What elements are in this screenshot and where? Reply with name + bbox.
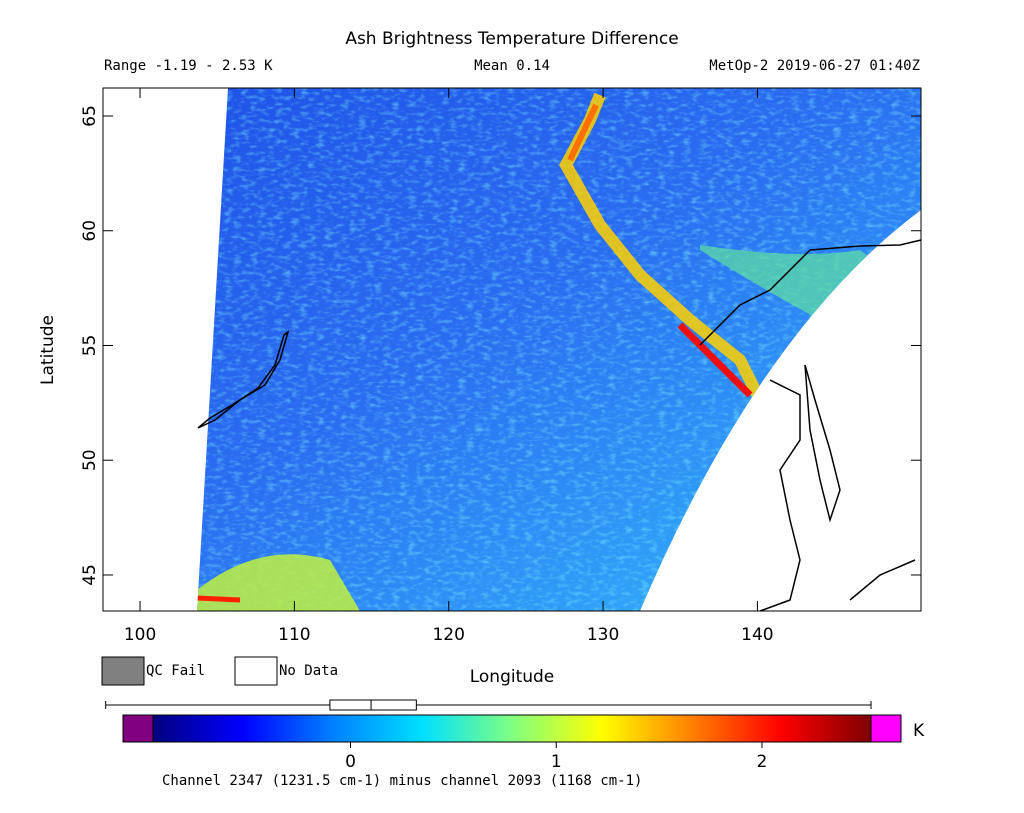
x-tick-label: 100 <box>124 625 156 645</box>
footer: Channel 2347 (1231.5 cm-1) minus channel… <box>162 773 642 789</box>
y-axis-label: Latitude <box>38 315 58 385</box>
legend-label: QC Fail <box>146 663 205 679</box>
title: Ash Brightness Temperature Difference <box>345 29 678 49</box>
x-tick-label: 120 <box>432 625 464 645</box>
legend-swatch <box>101 656 145 686</box>
y-tick-label: 60 <box>80 220 100 242</box>
legend-swatch <box>234 656 278 686</box>
box-body <box>329 699 417 711</box>
colorbar-tick-label: 1 <box>551 752 562 772</box>
y-tick-label: 65 <box>80 105 100 127</box>
colorbar-low <box>122 714 154 743</box>
colorbar-tick-label: 2 <box>757 752 768 772</box>
colorbar-ramp <box>152 714 872 743</box>
y-tick-label: 45 <box>80 564 100 586</box>
range: Range -1.19 - 2.53 K <box>104 58 273 74</box>
colorbar-unit: K <box>913 721 925 741</box>
satellite: MetOp-2 2019-06-27 01:40Z <box>709 58 920 74</box>
mean: Mean 0.14 <box>474 58 550 74</box>
colorbar-high <box>870 714 902 743</box>
swath <box>197 88 921 611</box>
legend: QC Fail No Data <box>101 656 338 686</box>
x-tick-label: 140 <box>741 625 773 645</box>
colorbar: K 0 1 2 <box>105 699 925 772</box>
x-tick-label: 110 <box>278 625 310 645</box>
plot-frame <box>102 87 922 612</box>
coastline <box>197 330 290 429</box>
coastline <box>849 559 916 601</box>
coastline <box>699 239 922 346</box>
x-axis-label: Longitude <box>470 667 555 687</box>
y-tick-label: 55 <box>80 335 100 357</box>
coastline <box>759 379 801 612</box>
coastline <box>804 364 841 523</box>
axes: 100 110 120 130 140 45 50 55 60 65 <box>80 88 921 645</box>
x-tick-label: 130 <box>587 625 619 645</box>
colorbar-tick-label: 0 <box>345 752 356 772</box>
legend-label: No Data <box>279 663 338 679</box>
y-tick-label: 50 <box>80 449 100 471</box>
